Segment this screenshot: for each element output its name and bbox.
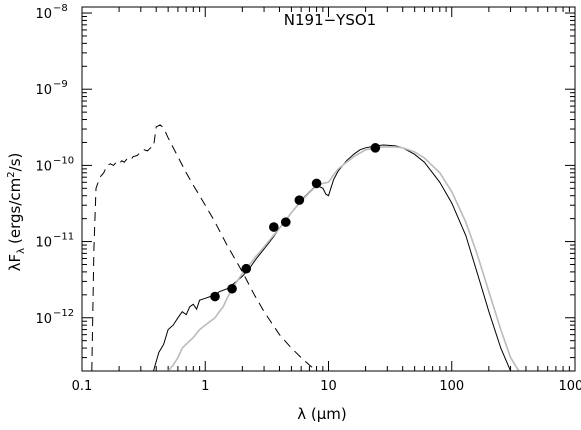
data-point [241,263,252,274]
data-points [210,143,381,302]
y-tick-label: 10 [35,312,52,327]
data-point [210,291,220,302]
y-tick-label-exponent: −9 [53,79,68,90]
data-point [311,178,322,189]
y-tick-label-exponent: −10 [53,155,74,166]
y-axis-label-main: λF [6,254,24,272]
x-tick-label: 1000 [558,379,581,394]
y-axis-label-rest: (ergs/cm [6,178,24,244]
data-point [370,143,381,153]
series-line-3 [167,146,520,371]
y-tick-label-exponent: −8 [53,3,68,14]
y-tick-label: 10 [35,7,52,22]
series-layer [91,124,520,371]
y-tick-label-exponent: −11 [53,232,74,243]
y-axis-label: λFλ (ergs/cm2/s) [6,153,27,272]
y-tick-label: 10 [35,236,52,251]
data-point [227,283,237,294]
y-axis-label-end: /s) [6,153,24,172]
series-line-1 [91,124,317,371]
chart-title: N191−YSO1 [284,11,376,29]
x-tick-label: 1 [201,379,209,394]
data-point [280,217,291,227]
series-line-2 [153,144,512,371]
y-axis-label-sup: 2 [6,171,17,177]
data-point [269,222,279,232]
x-tick-label: 100 [439,379,464,394]
axis-ticks [81,7,576,372]
y-tick-label-exponent: −12 [53,308,74,319]
y-tick-label: 10 [35,83,52,98]
data-point [294,195,305,205]
x-axis-label: λ (μm) [297,405,347,423]
y-axis-label-sub: λ [16,248,27,254]
y-tick-label: 10 [35,159,52,174]
x-tick-label: 10 [320,379,337,394]
x-tick-label: 0.1 [72,379,93,394]
plot-frame [81,6,576,372]
